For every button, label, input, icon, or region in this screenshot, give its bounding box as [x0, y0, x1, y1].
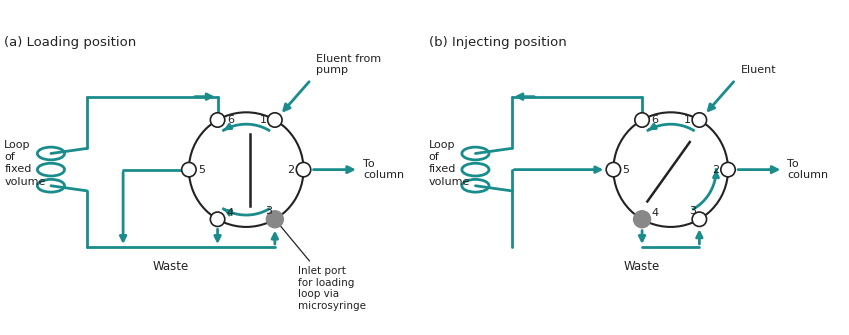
Circle shape	[182, 162, 196, 177]
Circle shape	[635, 113, 649, 127]
Text: 5: 5	[198, 164, 205, 175]
Text: To
column: To column	[363, 159, 404, 181]
Text: 6: 6	[227, 115, 233, 125]
Text: 3: 3	[689, 206, 696, 216]
Circle shape	[721, 162, 735, 177]
Text: (a) Loading position: (a) Loading position	[4, 36, 137, 49]
Text: 2: 2	[711, 164, 719, 175]
Text: 6: 6	[651, 115, 658, 125]
Circle shape	[267, 113, 282, 127]
Circle shape	[692, 113, 706, 127]
Text: (b) Injecting position: (b) Injecting position	[429, 36, 566, 49]
Text: 4: 4	[227, 208, 233, 218]
Text: Waste: Waste	[152, 260, 188, 273]
Circle shape	[692, 212, 706, 226]
Text: 3: 3	[265, 206, 272, 216]
Text: 2: 2	[287, 164, 295, 175]
Text: 4: 4	[651, 208, 658, 218]
Text: Loop
of
fixed
volume: Loop of fixed volume	[4, 140, 46, 187]
Circle shape	[296, 162, 311, 177]
Circle shape	[606, 162, 621, 177]
Text: 1: 1	[684, 115, 691, 125]
Circle shape	[267, 211, 284, 228]
Text: Waste: Waste	[624, 260, 661, 273]
Text: Eluent: Eluent	[740, 65, 776, 75]
Circle shape	[211, 212, 225, 226]
Text: Inlet port
for loading
loop via
microsyringe: Inlet port for loading loop via microsyr…	[277, 221, 366, 311]
Text: 1: 1	[260, 115, 267, 125]
Text: To
column: To column	[787, 159, 829, 181]
Text: Loop
of
fixed
volume: Loop of fixed volume	[429, 140, 470, 187]
Text: 5: 5	[622, 164, 630, 175]
Circle shape	[633, 211, 650, 228]
Circle shape	[211, 113, 225, 127]
Text: Eluent from
pump: Eluent from pump	[316, 54, 381, 75]
